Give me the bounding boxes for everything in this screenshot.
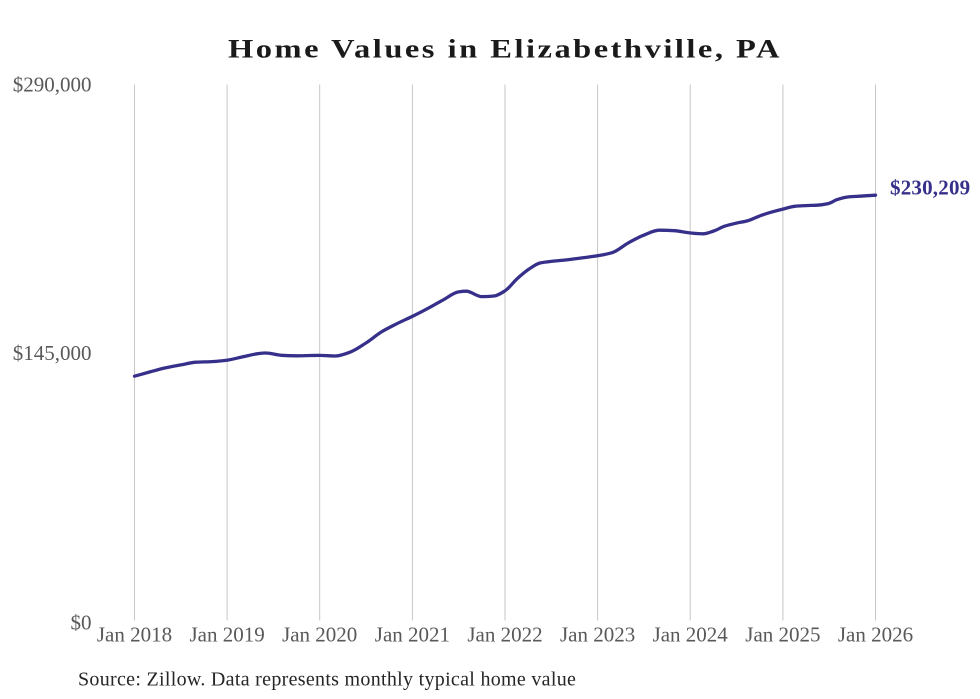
svg-text:Jan 2019: Jan 2019 bbox=[189, 623, 264, 647]
svg-text:Jan 2023: Jan 2023 bbox=[560, 623, 635, 647]
svg-text:Jan 2025: Jan 2025 bbox=[745, 623, 820, 647]
svg-text:Jan 2024: Jan 2024 bbox=[653, 623, 729, 647]
svg-text:Source: Zillow. Data represent: Source: Zillow. Data represents monthly … bbox=[78, 669, 576, 691]
svg-text:Jan 2022: Jan 2022 bbox=[467, 623, 542, 647]
svg-text:Home Values in Elizabethville,: Home Values in Elizabethville, PA bbox=[228, 36, 782, 64]
svg-text:$230,209: $230,209 bbox=[890, 175, 970, 199]
svg-text:$290,000: $290,000 bbox=[13, 72, 92, 96]
svg-text:$145,000: $145,000 bbox=[13, 341, 92, 365]
svg-text:Jan 2020: Jan 2020 bbox=[282, 623, 357, 647]
svg-text:Jan 2018: Jan 2018 bbox=[97, 623, 172, 647]
svg-text:$0: $0 bbox=[71, 610, 92, 634]
svg-text:Jan 2021: Jan 2021 bbox=[375, 623, 450, 647]
svg-text:Jan 2026: Jan 2026 bbox=[838, 623, 913, 647]
